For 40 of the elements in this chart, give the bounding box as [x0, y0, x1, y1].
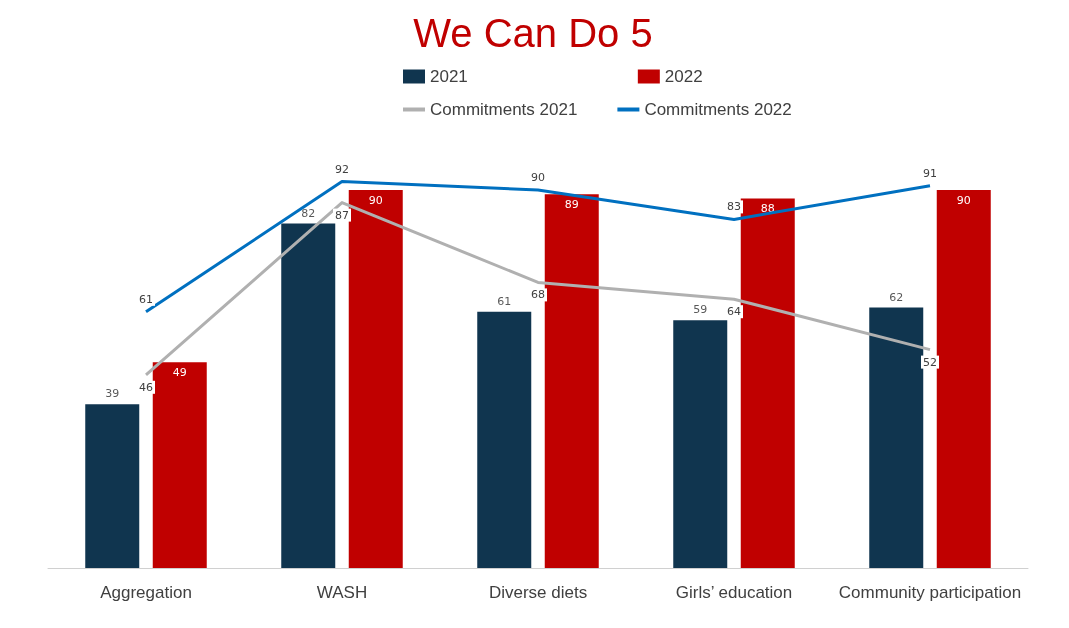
data-label: 87 — [335, 208, 349, 222]
x-tick-label: Diverse diets — [488, 583, 588, 602]
data-label: 59 — [693, 303, 708, 317]
bar — [544, 194, 599, 568]
data-label: 83 — [727, 200, 741, 214]
data-label: 90 — [531, 171, 545, 184]
bar — [348, 190, 403, 568]
legend-label: 2021 — [430, 67, 468, 86]
data-label: 91 — [923, 166, 937, 180]
data-label: 89 — [564, 198, 579, 212]
data-label: 90 — [956, 194, 971, 207]
x-tick-label: Girls’ education — [675, 583, 793, 602]
bar — [85, 404, 140, 568]
bar — [477, 311, 532, 568]
bar — [152, 362, 207, 568]
legend-label: Commitments 2022 — [644, 100, 792, 119]
x-tick-label: Aggregation — [100, 583, 192, 602]
data-label: 88 — [760, 202, 775, 216]
data-label: 68 — [531, 288, 545, 302]
data-label: 90 — [368, 194, 383, 207]
data-label: 64 — [727, 305, 741, 319]
x-tick-label: WASH — [316, 583, 368, 602]
data-label: 92 — [335, 162, 349, 176]
x-tick-label: Community participation — [838, 583, 1022, 602]
data-label: 82 — [301, 206, 316, 220]
bar — [281, 223, 336, 568]
chart-title: We Can Do 5 — [413, 11, 653, 55]
data-label: 46 — [139, 380, 153, 394]
bar — [740, 198, 795, 568]
bar — [869, 307, 924, 568]
data-label: 62 — [889, 290, 904, 304]
data-label: 52 — [923, 355, 937, 369]
legend-label: Commitments 2021 — [430, 100, 578, 119]
legend-label: 2022 — [664, 67, 703, 86]
data-label: 39 — [105, 387, 120, 401]
data-label: 61 — [497, 294, 512, 308]
data-label: 61 — [139, 292, 153, 306]
bar — [936, 190, 991, 568]
data-label: 49 — [172, 366, 187, 380]
bar — [673, 320, 728, 568]
